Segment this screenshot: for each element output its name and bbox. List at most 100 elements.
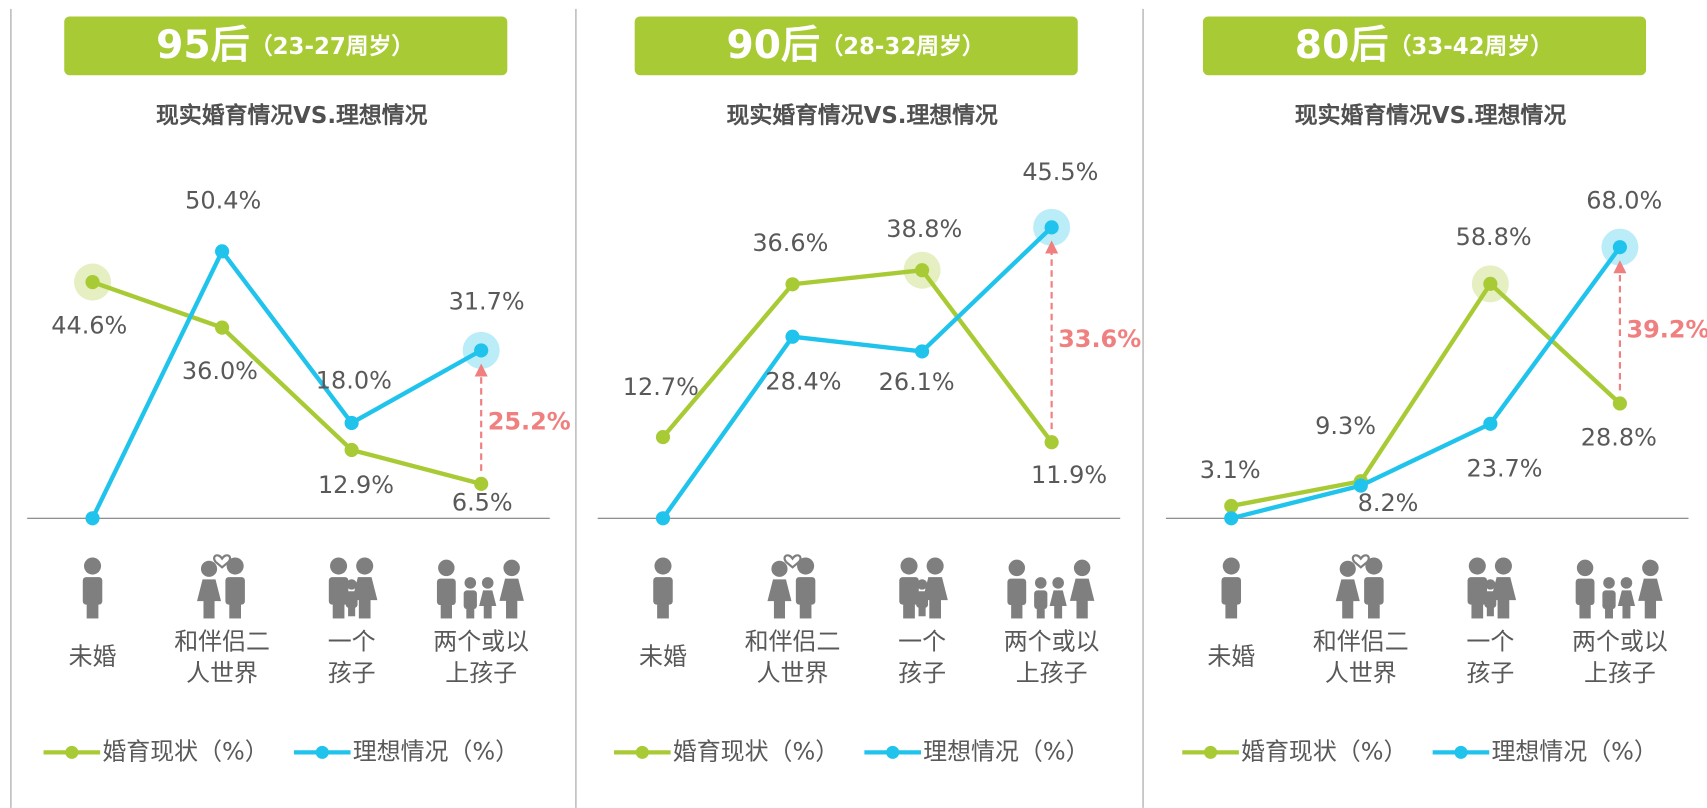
icon-heart	[213, 554, 232, 569]
icon-head	[797, 557, 815, 575]
value-label: 28.8%	[1581, 423, 1657, 451]
legend-label: 婚育现状（%）	[1241, 737, 1407, 765]
icon-legs	[1076, 599, 1088, 619]
value-label: 50.4%	[185, 186, 261, 214]
value-label: 9.3%	[1315, 412, 1376, 440]
point	[655, 511, 671, 526]
point	[915, 344, 930, 359]
icon-legs	[773, 600, 786, 619]
point	[1612, 240, 1627, 255]
icon-head	[916, 579, 928, 590]
point	[655, 430, 671, 445]
icon-body	[479, 590, 497, 607]
icon-legs	[1644, 599, 1657, 619]
icon-legs	[929, 598, 942, 619]
legend-dot	[1204, 745, 1218, 759]
icon-head	[654, 557, 672, 575]
icon-head	[1365, 557, 1383, 575]
x-tick-label: 上孩子	[1016, 659, 1088, 687]
value-label: 36.6%	[752, 229, 828, 257]
icon-head	[356, 557, 374, 575]
category-icon	[82, 557, 103, 619]
icon-body	[463, 590, 477, 610]
category-icon	[899, 557, 948, 619]
x-tick-label: 孩子	[898, 659, 946, 687]
icon-body	[1007, 578, 1027, 606]
icon-head	[438, 559, 455, 577]
series-line	[1230, 281, 1622, 509]
icon-head	[1642, 559, 1659, 577]
point	[215, 320, 230, 335]
category-icon	[328, 557, 378, 619]
value-label: 12.9%	[318, 471, 394, 499]
header-title: 80后	[1295, 22, 1389, 67]
value-label: 12.7%	[623, 373, 699, 401]
icon-body	[1602, 590, 1616, 610]
point	[344, 442, 359, 458]
icon-head	[771, 560, 788, 577]
icon-head	[926, 557, 944, 575]
x-tick-label: 两个或以	[433, 627, 529, 655]
icon-head	[84, 557, 102, 575]
value-label: 8.2%	[1358, 489, 1419, 517]
icon-legs	[348, 604, 356, 617]
point	[1224, 498, 1239, 514]
icon-head	[346, 579, 357, 590]
arrow-head	[1613, 260, 1627, 274]
series-line	[1230, 245, 1622, 521]
legend-dot	[315, 745, 329, 759]
icon-body	[1638, 578, 1663, 601]
icon-legs	[1054, 605, 1063, 619]
icon-body	[767, 579, 792, 602]
point	[1044, 220, 1059, 235]
icon-legs	[1036, 605, 1045, 619]
value-label: 31.7%	[449, 287, 525, 315]
icon-legs	[1225, 598, 1238, 619]
icon-head	[1222, 557, 1240, 575]
x-tick-label: 人世界	[186, 659, 258, 687]
icon-body	[345, 591, 358, 608]
header-bar	[1202, 16, 1647, 76]
legend-label: 婚育现状（%）	[102, 737, 268, 765]
icon-body	[82, 577, 103, 605]
icon-legs	[1486, 604, 1494, 617]
icon-legs	[203, 600, 215, 619]
icon-legs	[332, 598, 345, 619]
header: 80后（33-42周岁）	[1295, 22, 1553, 67]
legend-dot	[635, 745, 649, 759]
chart-title: 现实婚育情况VS.理想情况	[726, 102, 998, 129]
icon-head	[900, 557, 918, 575]
series-line	[661, 225, 1054, 520]
icon-body	[225, 577, 245, 605]
x-tick-label: 和伴侣二	[1313, 627, 1409, 655]
legend-dot	[886, 745, 900, 759]
point	[474, 343, 489, 358]
icon-legs	[440, 599, 452, 619]
x-tick-label: 两个或以	[1004, 627, 1100, 655]
icon-legs	[358, 598, 371, 619]
point	[915, 263, 930, 278]
icon-legs	[483, 605, 492, 619]
icon-head	[1052, 577, 1064, 589]
value-label: 6.5%	[452, 488, 513, 516]
x-tick-label: 未婚	[639, 643, 687, 671]
value-label: 3.1%	[1200, 456, 1261, 484]
difference-label: 33.6%	[1058, 325, 1141, 353]
x-tick-label: 未婚	[1207, 643, 1255, 671]
icon-legs	[466, 605, 475, 619]
x-tick-label: 孩子	[328, 659, 376, 687]
icon-body	[899, 577, 919, 605]
point	[1483, 276, 1498, 291]
icon-body	[922, 577, 948, 601]
arrow-head	[1045, 240, 1059, 254]
arrow-head	[474, 363, 488, 377]
category-icon	[1221, 557, 1242, 619]
value-label: 45.5%	[1022, 158, 1098, 186]
category-icon	[197, 554, 245, 619]
value-label: 26.1%	[879, 368, 955, 396]
legend-dot	[65, 745, 79, 759]
icon-legs	[1497, 598, 1510, 619]
icon-legs	[1622, 605, 1631, 619]
category-icon	[767, 554, 816, 619]
